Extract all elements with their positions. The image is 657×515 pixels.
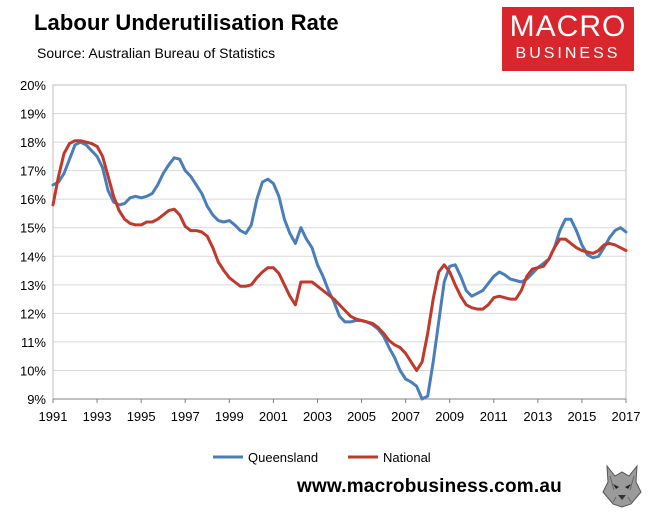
x-tick-label: 1999 xyxy=(215,409,244,424)
y-tick-label: 15% xyxy=(20,221,46,236)
x-tick-label: 2003 xyxy=(303,409,332,424)
y-tick-label: 18% xyxy=(20,135,46,150)
y-tick-label: 10% xyxy=(20,363,46,378)
y-tick-label: 9% xyxy=(27,392,46,407)
x-tick-label: 1995 xyxy=(127,409,156,424)
x-tick-label: 2007 xyxy=(391,409,420,424)
x-tick-label: 1991 xyxy=(39,409,68,424)
x-tick-label: 2009 xyxy=(435,409,464,424)
x-tick-label: 1993 xyxy=(83,409,112,424)
legend-label-queensland: Queensland xyxy=(248,450,318,465)
chart-source: Source: Australian Bureau of Statistics xyxy=(37,45,276,61)
y-tick-label: 11% xyxy=(21,335,46,350)
y-tick-label: 14% xyxy=(20,249,46,264)
wolf-icon xyxy=(601,462,643,508)
x-tick-label: 2013 xyxy=(523,409,552,424)
series-line-national xyxy=(51,139,628,372)
footer-url: www.macrobusiness.com.au xyxy=(297,476,562,497)
y-tick-label: 16% xyxy=(20,192,46,207)
legend-label-national: National xyxy=(383,450,431,465)
y-tick-label: 20% xyxy=(20,78,46,93)
y-tick-label: 17% xyxy=(20,164,46,179)
x-tick-label: 1997 xyxy=(171,409,200,424)
x-tick-label: 2015 xyxy=(567,409,596,424)
y-tick-label: 19% xyxy=(20,107,46,122)
y-tick-label: 13% xyxy=(20,278,46,293)
logo-line-2: BUSINESS xyxy=(515,45,621,62)
chart-title: Labour Underutilisation Rate xyxy=(34,10,339,35)
plot-frame xyxy=(52,84,627,400)
x-tick-label: 2011 xyxy=(480,409,508,424)
macrobusiness-logo: MACRO BUSINESS xyxy=(502,7,634,71)
x-tick-label: 2005 xyxy=(347,409,376,424)
x-tick-label: 2001 xyxy=(259,409,288,424)
y-tick-label: 12% xyxy=(20,306,46,321)
series-line-queensland xyxy=(51,140,628,401)
x-tick-label: 2017 xyxy=(612,409,641,424)
logo-line-1: MACRO xyxy=(509,10,627,43)
